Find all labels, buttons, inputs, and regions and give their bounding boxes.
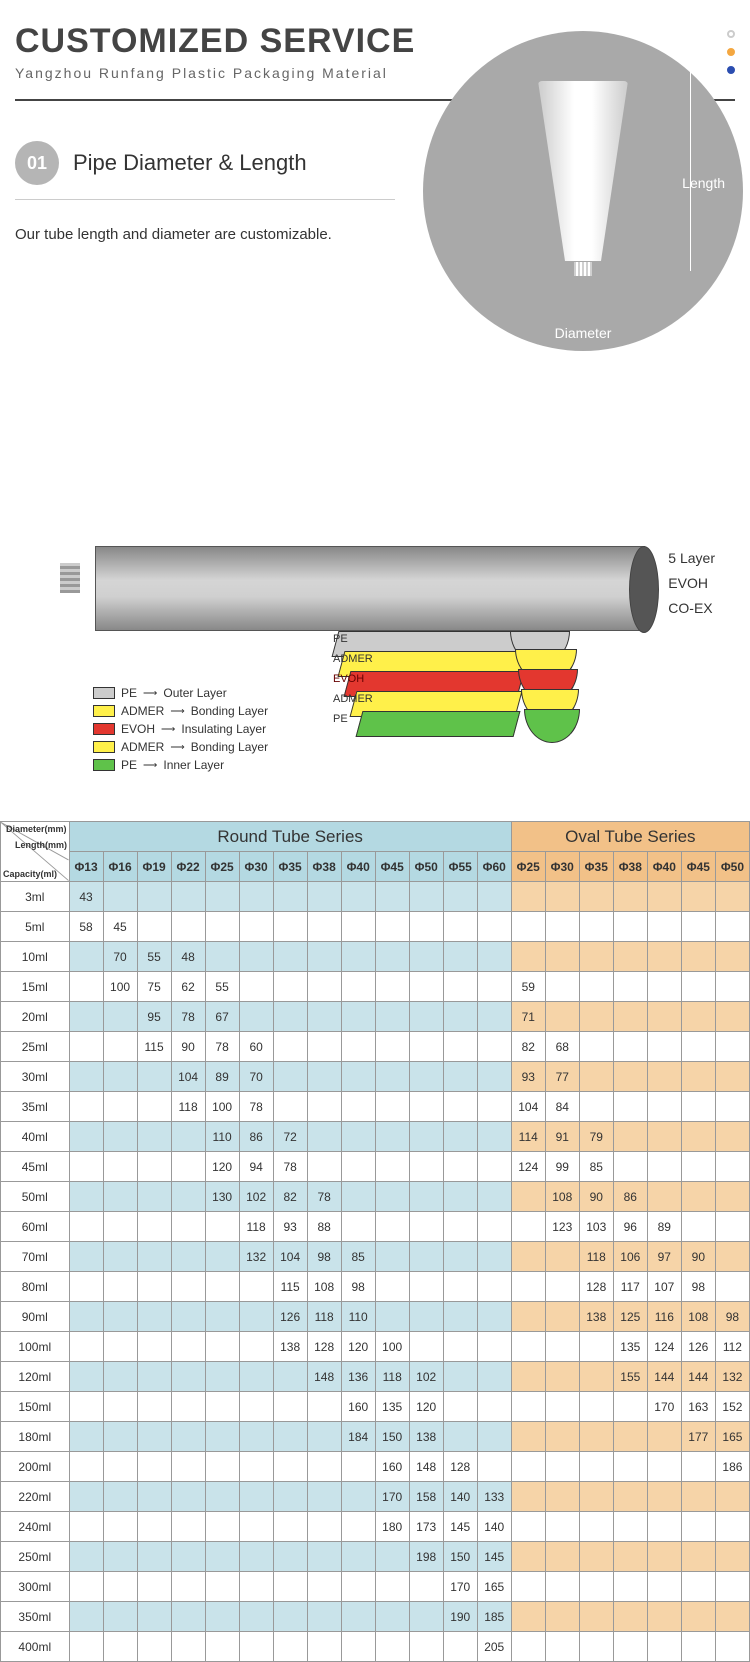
section-underline <box>15 199 395 200</box>
layer-legend: PE⟶Outer LayerADMER⟶Bonding LayerEVOH⟶In… <box>93 686 268 776</box>
tube-illustration-circle: Length Diameter <box>423 31 743 351</box>
diameter-label: Diameter <box>555 325 612 341</box>
section-layers: PE ADMER EVOH ADMER PE PE⟶Outer LayerADM… <box>15 521 735 801</box>
section-title: Pipe Diameter & Length <box>73 150 307 176</box>
oval-series-header: Oval Tube Series <box>511 822 749 852</box>
layer-peel-diagram: PE ADMER EVOH ADMER PE <box>335 631 575 781</box>
decoration-dots <box>727 30 735 84</box>
corner-header: Diameter(mm) Length(mm) Capacity(ml) <box>1 822 70 882</box>
size-table: Diameter(mm) Length(mm) Capacity(ml) Rou… <box>0 821 750 1662</box>
length-label: Length <box>682 175 725 191</box>
section-pipe-diameter: 01 Pipe Diameter & Length Our tube lengt… <box>15 141 735 481</box>
side-labels: 5 Layer EVOH CO-EX <box>668 546 715 622</box>
section-number-badge: 01 <box>15 141 59 185</box>
round-series-header: Round Tube Series <box>69 822 511 852</box>
layer-inline-labels: PE ADMER EVOH ADMER PE <box>325 633 373 733</box>
